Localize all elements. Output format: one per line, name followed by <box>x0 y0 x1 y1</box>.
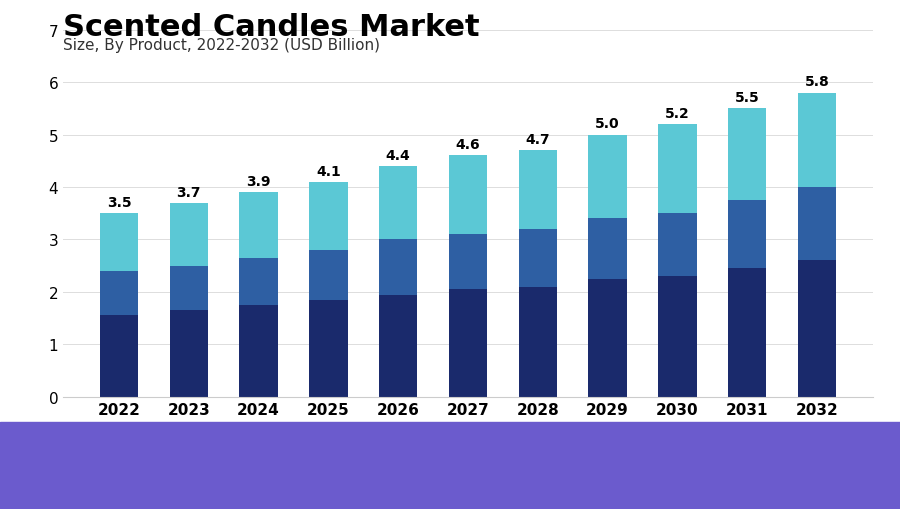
Bar <box>449 290 487 397</box>
Text: 3.9: 3.9 <box>247 175 271 189</box>
Text: The forecasted market
size for 2032 in USD: The forecasted market size for 2032 in U… <box>288 447 448 475</box>
Text: 5.3%: 5.3% <box>171 447 256 476</box>
Bar <box>589 279 626 397</box>
Text: MarketResearch: MarketResearch <box>657 445 796 460</box>
Bar <box>379 166 418 240</box>
Bar <box>100 316 139 397</box>
Bar <box>518 151 557 230</box>
Bar <box>589 219 626 279</box>
Bar <box>589 135 626 219</box>
Bar <box>169 266 208 310</box>
Text: 4.4: 4.4 <box>386 149 410 162</box>
Text: $5.8B: $5.8B <box>468 447 566 476</box>
Bar <box>239 193 278 258</box>
Text: 5.5: 5.5 <box>734 91 760 105</box>
Bar <box>728 269 767 397</box>
Bar <box>658 276 697 397</box>
Bar <box>449 156 487 235</box>
Bar <box>379 295 418 397</box>
Text: 5.0: 5.0 <box>595 117 620 131</box>
Bar <box>518 230 557 287</box>
Bar <box>728 201 767 269</box>
Text: 3.7: 3.7 <box>176 185 201 199</box>
Bar <box>797 93 836 188</box>
Bar <box>797 261 836 397</box>
Text: The Market will Grow
At the CAGR of:: The Market will Grow At the CAGR of: <box>27 447 176 475</box>
Bar <box>100 271 139 316</box>
Text: 4.1: 4.1 <box>316 164 341 178</box>
Bar <box>310 300 347 397</box>
Bar <box>658 125 697 214</box>
Bar <box>658 214 697 276</box>
Text: Size, By Product, 2022-2032 (USD Billion): Size, By Product, 2022-2032 (USD Billion… <box>63 38 380 53</box>
Bar <box>728 109 767 201</box>
Bar <box>169 310 208 397</box>
Text: 4.6: 4.6 <box>455 138 481 152</box>
Bar <box>310 182 347 250</box>
Text: ✓: ✓ <box>630 452 653 479</box>
Bar <box>310 250 347 300</box>
Text: WIDE RANGE OF GLOBAL MARKET REPORTS: WIDE RANGE OF GLOBAL MARKET REPORTS <box>657 478 841 488</box>
Text: 4.7: 4.7 <box>526 133 550 147</box>
Text: 5.2: 5.2 <box>665 106 689 121</box>
Bar <box>379 240 418 295</box>
Bar <box>239 258 278 305</box>
Bar <box>239 305 278 397</box>
Bar <box>449 235 487 290</box>
Text: 5.8: 5.8 <box>805 75 830 89</box>
Text: .BIZ: .BIZ <box>814 448 839 458</box>
Bar <box>100 214 139 271</box>
Text: Scented Candles Market: Scented Candles Market <box>63 13 480 42</box>
Bar <box>518 287 557 397</box>
Bar <box>797 188 836 261</box>
Bar <box>169 203 208 266</box>
Text: 3.5: 3.5 <box>107 195 131 210</box>
